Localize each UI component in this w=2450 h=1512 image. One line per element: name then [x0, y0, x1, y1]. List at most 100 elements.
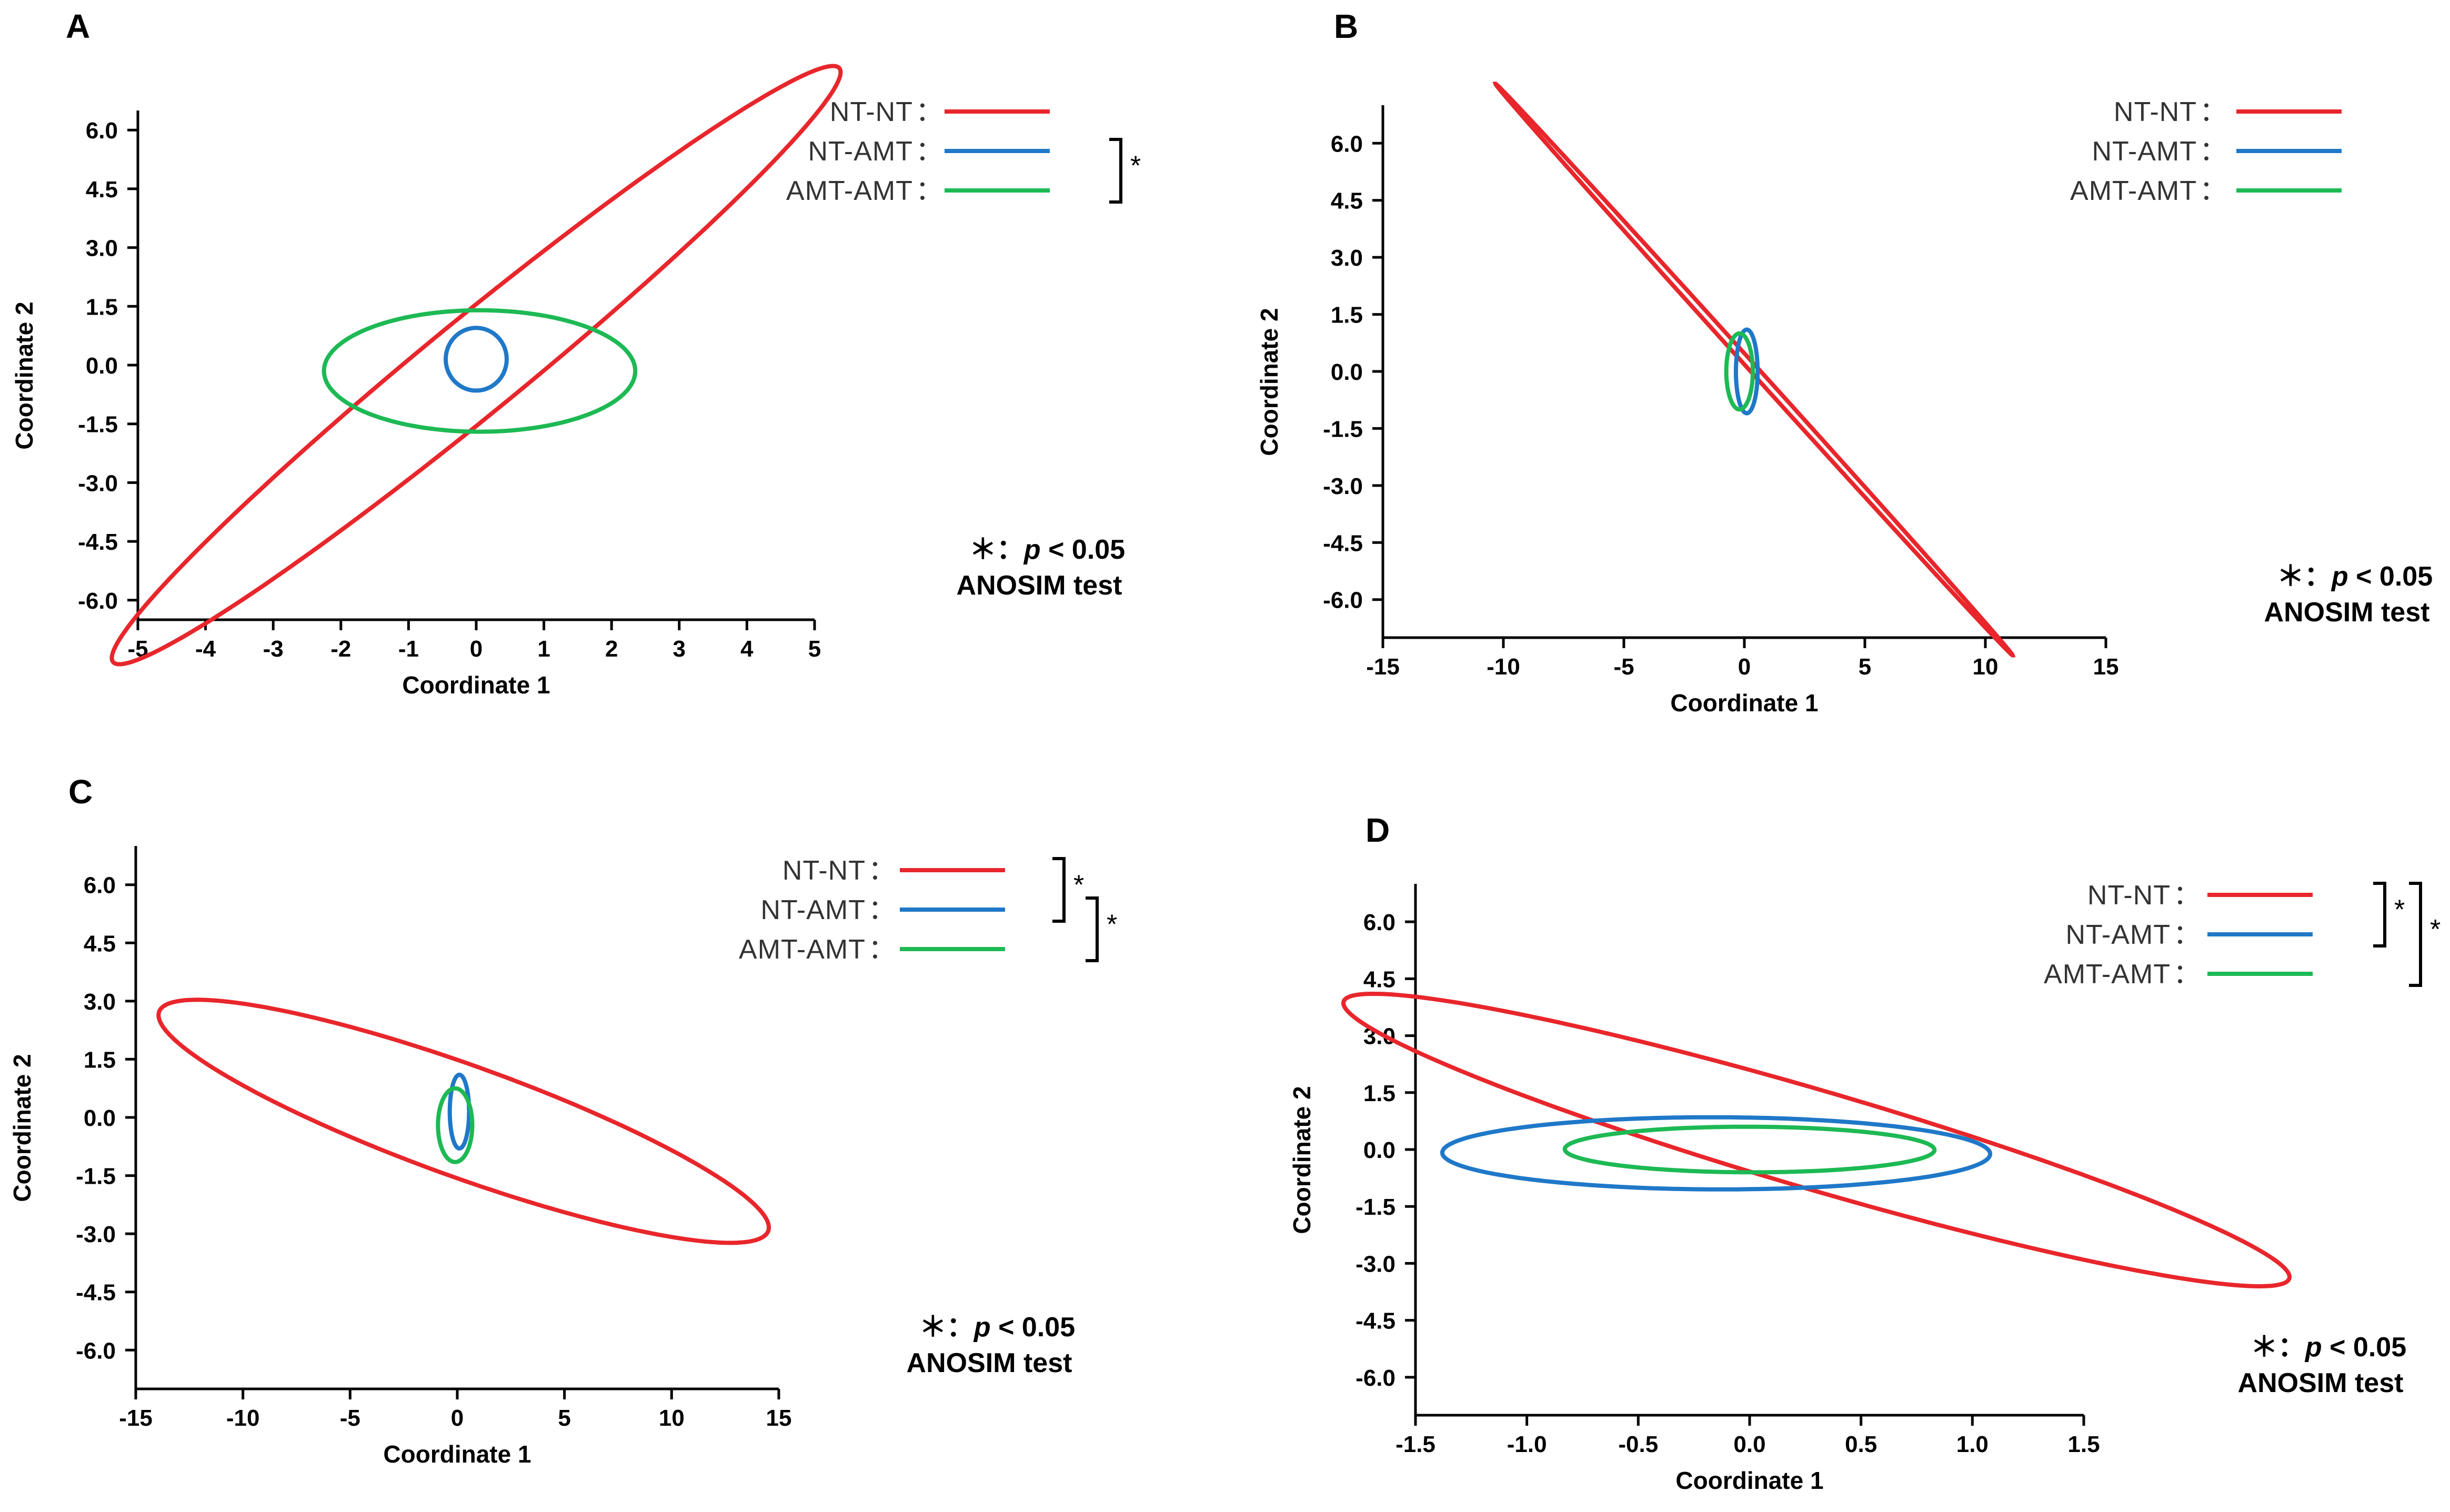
- y-tick-label: -3.0: [1323, 473, 1363, 499]
- y-tick-label: 1.5: [86, 294, 118, 320]
- x-tick-label: -10: [226, 1405, 260, 1431]
- x-tick-label: 1.0: [1956, 1432, 1989, 1457]
- legend-item-amt-amt: AMT-AMT：: [786, 176, 1050, 206]
- x-axis-label: Coordinate 1: [402, 671, 550, 699]
- panel-letter: C: [68, 773, 93, 811]
- x-tick-label: 1: [537, 636, 550, 662]
- note-star: ＊：: [919, 1312, 974, 1343]
- legend-colon: ：: [2173, 880, 2201, 911]
- ellipse-nt-amt: [447, 1072, 471, 1151]
- legend-item-nt-amt: NT-AMT：: [808, 136, 1050, 167]
- y-tick-label: -4.5: [76, 1280, 116, 1306]
- legend-label: AMT-AMT: [786, 176, 913, 206]
- legend-label: AMT-AMT: [2070, 176, 2197, 206]
- x-tick-label: 3: [673, 636, 686, 662]
- y-tick-label: 4.5: [1331, 188, 1363, 214]
- legend-label: AMT-AMT: [2044, 959, 2171, 990]
- x-tick-label: 0: [470, 636, 483, 662]
- x-axis-label: Coordinate 1: [1675, 1467, 1823, 1494]
- y-tick-label: -3.0: [78, 470, 118, 496]
- x-tick-label: 4: [740, 636, 754, 662]
- y-axis-label: Coordinate 2: [8, 1054, 36, 1202]
- x-tick-label: 1.5: [2067, 1432, 2100, 1457]
- panel-B: B -15 -10 -5 0 5 10 15 6.0 4.5 3.0 1.5 0.0 -1.5 -3.0 -4…: [1256, 7, 2433, 717]
- significance-bracket: *: [2409, 882, 2441, 987]
- note-p: p: [973, 1312, 991, 1343]
- p-value-note: ＊：p < 0.05 ANOSIM test: [2238, 1332, 2407, 1398]
- y-tick-label: -1.5: [1323, 416, 1363, 442]
- ellipse-amt-amt: [1724, 331, 1755, 412]
- legend-colon: ：: [2173, 920, 2201, 950]
- y-axis-label: Coordinate 2: [1256, 308, 1283, 456]
- significance-star: *: [1073, 870, 1084, 901]
- x-axis-label: Coordinate 1: [1670, 689, 1818, 717]
- x-tick-label: -10: [1487, 654, 1520, 680]
- y-tick-label: -1.5: [76, 1164, 116, 1190]
- y-axis-label: Coordinate 2: [1288, 1086, 1316, 1234]
- y-tick-label: -3.0: [1355, 1251, 1395, 1277]
- panel-letter: A: [66, 7, 90, 45]
- p-value-text: ＊：p < 0.05: [2251, 1332, 2406, 1363]
- panel-D: D-1.5 -1.0 -0.5 0.0 0.5 1.0 1.56.04.53.01.50.0…: [1288, 811, 2441, 1494]
- ellipse-nt-amt: [444, 326, 509, 393]
- test-name: ANOSIM test: [957, 570, 1122, 601]
- x-tick-label: -1.0: [1507, 1432, 1547, 1457]
- legend-colon: ：: [2200, 176, 2227, 206]
- legend-colon: ：: [868, 934, 896, 965]
- legend-colon: ：: [2200, 136, 2227, 167]
- x-tick-label: 10: [659, 1405, 685, 1431]
- test-name: ANOSIM test: [2264, 597, 2430, 628]
- legend-label: NT-AMT: [2092, 136, 2197, 167]
- ellipse-nt-amt: [1734, 327, 1760, 416]
- significance-bracket: *: [1052, 857, 1084, 923]
- panel-C: C -15 -10 -5 0 5 10 15 6.0 4.5 3.0 1.5 0.0 -1.5 -3.0 -4…: [8, 773, 1117, 1468]
- x-tick-label: 0: [1738, 654, 1751, 680]
- x-tick-label: 0: [451, 1405, 464, 1431]
- legend-item-amt-amt: AMT-AMT：: [2070, 176, 2342, 206]
- legend-item-nt-amt: NT-AMT：: [2092, 136, 2342, 167]
- legend-colon: ：: [916, 176, 943, 206]
- x-tick-label: -1: [398, 636, 419, 662]
- bracket-line: [1086, 896, 1099, 962]
- ellipse-nt-amt: [1440, 1115, 1993, 1192]
- x-tick-label: -5: [340, 1405, 360, 1431]
- x-tick-label: -15: [1366, 654, 1400, 680]
- y-tick-label: -6.0: [1323, 588, 1363, 613]
- p-value-note: ＊：p < 0.05 ANOSIM test: [2264, 561, 2433, 628]
- ellipse-nt-nt: [109, 64, 843, 667]
- bracket-line: [2409, 882, 2422, 987]
- legend-item-nt-amt: NT-AMT：: [760, 895, 1005, 925]
- p-value-text: ＊：p < 0.05: [969, 535, 1125, 565]
- note-star: ＊：: [2251, 1332, 2305, 1363]
- bracket-line: [1052, 857, 1066, 923]
- x-tick-label: -1.5: [1395, 1432, 1435, 1457]
- x-tick-label: -5: [1613, 654, 1634, 680]
- y-tick-label: -4.5: [78, 529, 118, 555]
- p-value-text: ＊：p < 0.05: [2277, 561, 2433, 592]
- y-tick-label: -6.0: [76, 1338, 116, 1364]
- y-tick-label: 1.5: [84, 1047, 116, 1073]
- y-tick-label: -6.0: [78, 588, 118, 614]
- significance-bracket: *: [1086, 896, 1117, 962]
- legend-item-nt-amt: NT-AMT：: [2065, 920, 2313, 950]
- y-tick-label: 0.0: [1363, 1137, 1395, 1163]
- legend-label: NT-AMT: [808, 136, 913, 167]
- y-tick-label: 6.0: [86, 118, 118, 144]
- legend-label: AMT-AMT: [739, 934, 866, 965]
- test-name: ANOSIM test: [907, 1348, 1072, 1378]
- legend-item-amt-amt: AMT-AMT：: [739, 934, 1005, 965]
- note-p: p: [2331, 561, 2348, 592]
- y-tick-label: 0.0: [1331, 359, 1363, 385]
- ellipse-nt-nt: [1341, 991, 2292, 1289]
- legend-item-nt-nt: NT-NT：: [830, 97, 1050, 127]
- legend-item-nt-nt: NT-NT：: [2114, 97, 2342, 127]
- note-threshold: < 0.05: [2348, 561, 2433, 592]
- bracket-line: [2373, 882, 2386, 947]
- y-axis-label: Coordinate 2: [11, 301, 38, 449]
- x-tick-label: 5: [808, 636, 821, 662]
- legend-label: NT-NT: [2087, 880, 2171, 911]
- y-tick-label: -3.0: [76, 1222, 116, 1247]
- x-tick-label: -15: [119, 1405, 153, 1431]
